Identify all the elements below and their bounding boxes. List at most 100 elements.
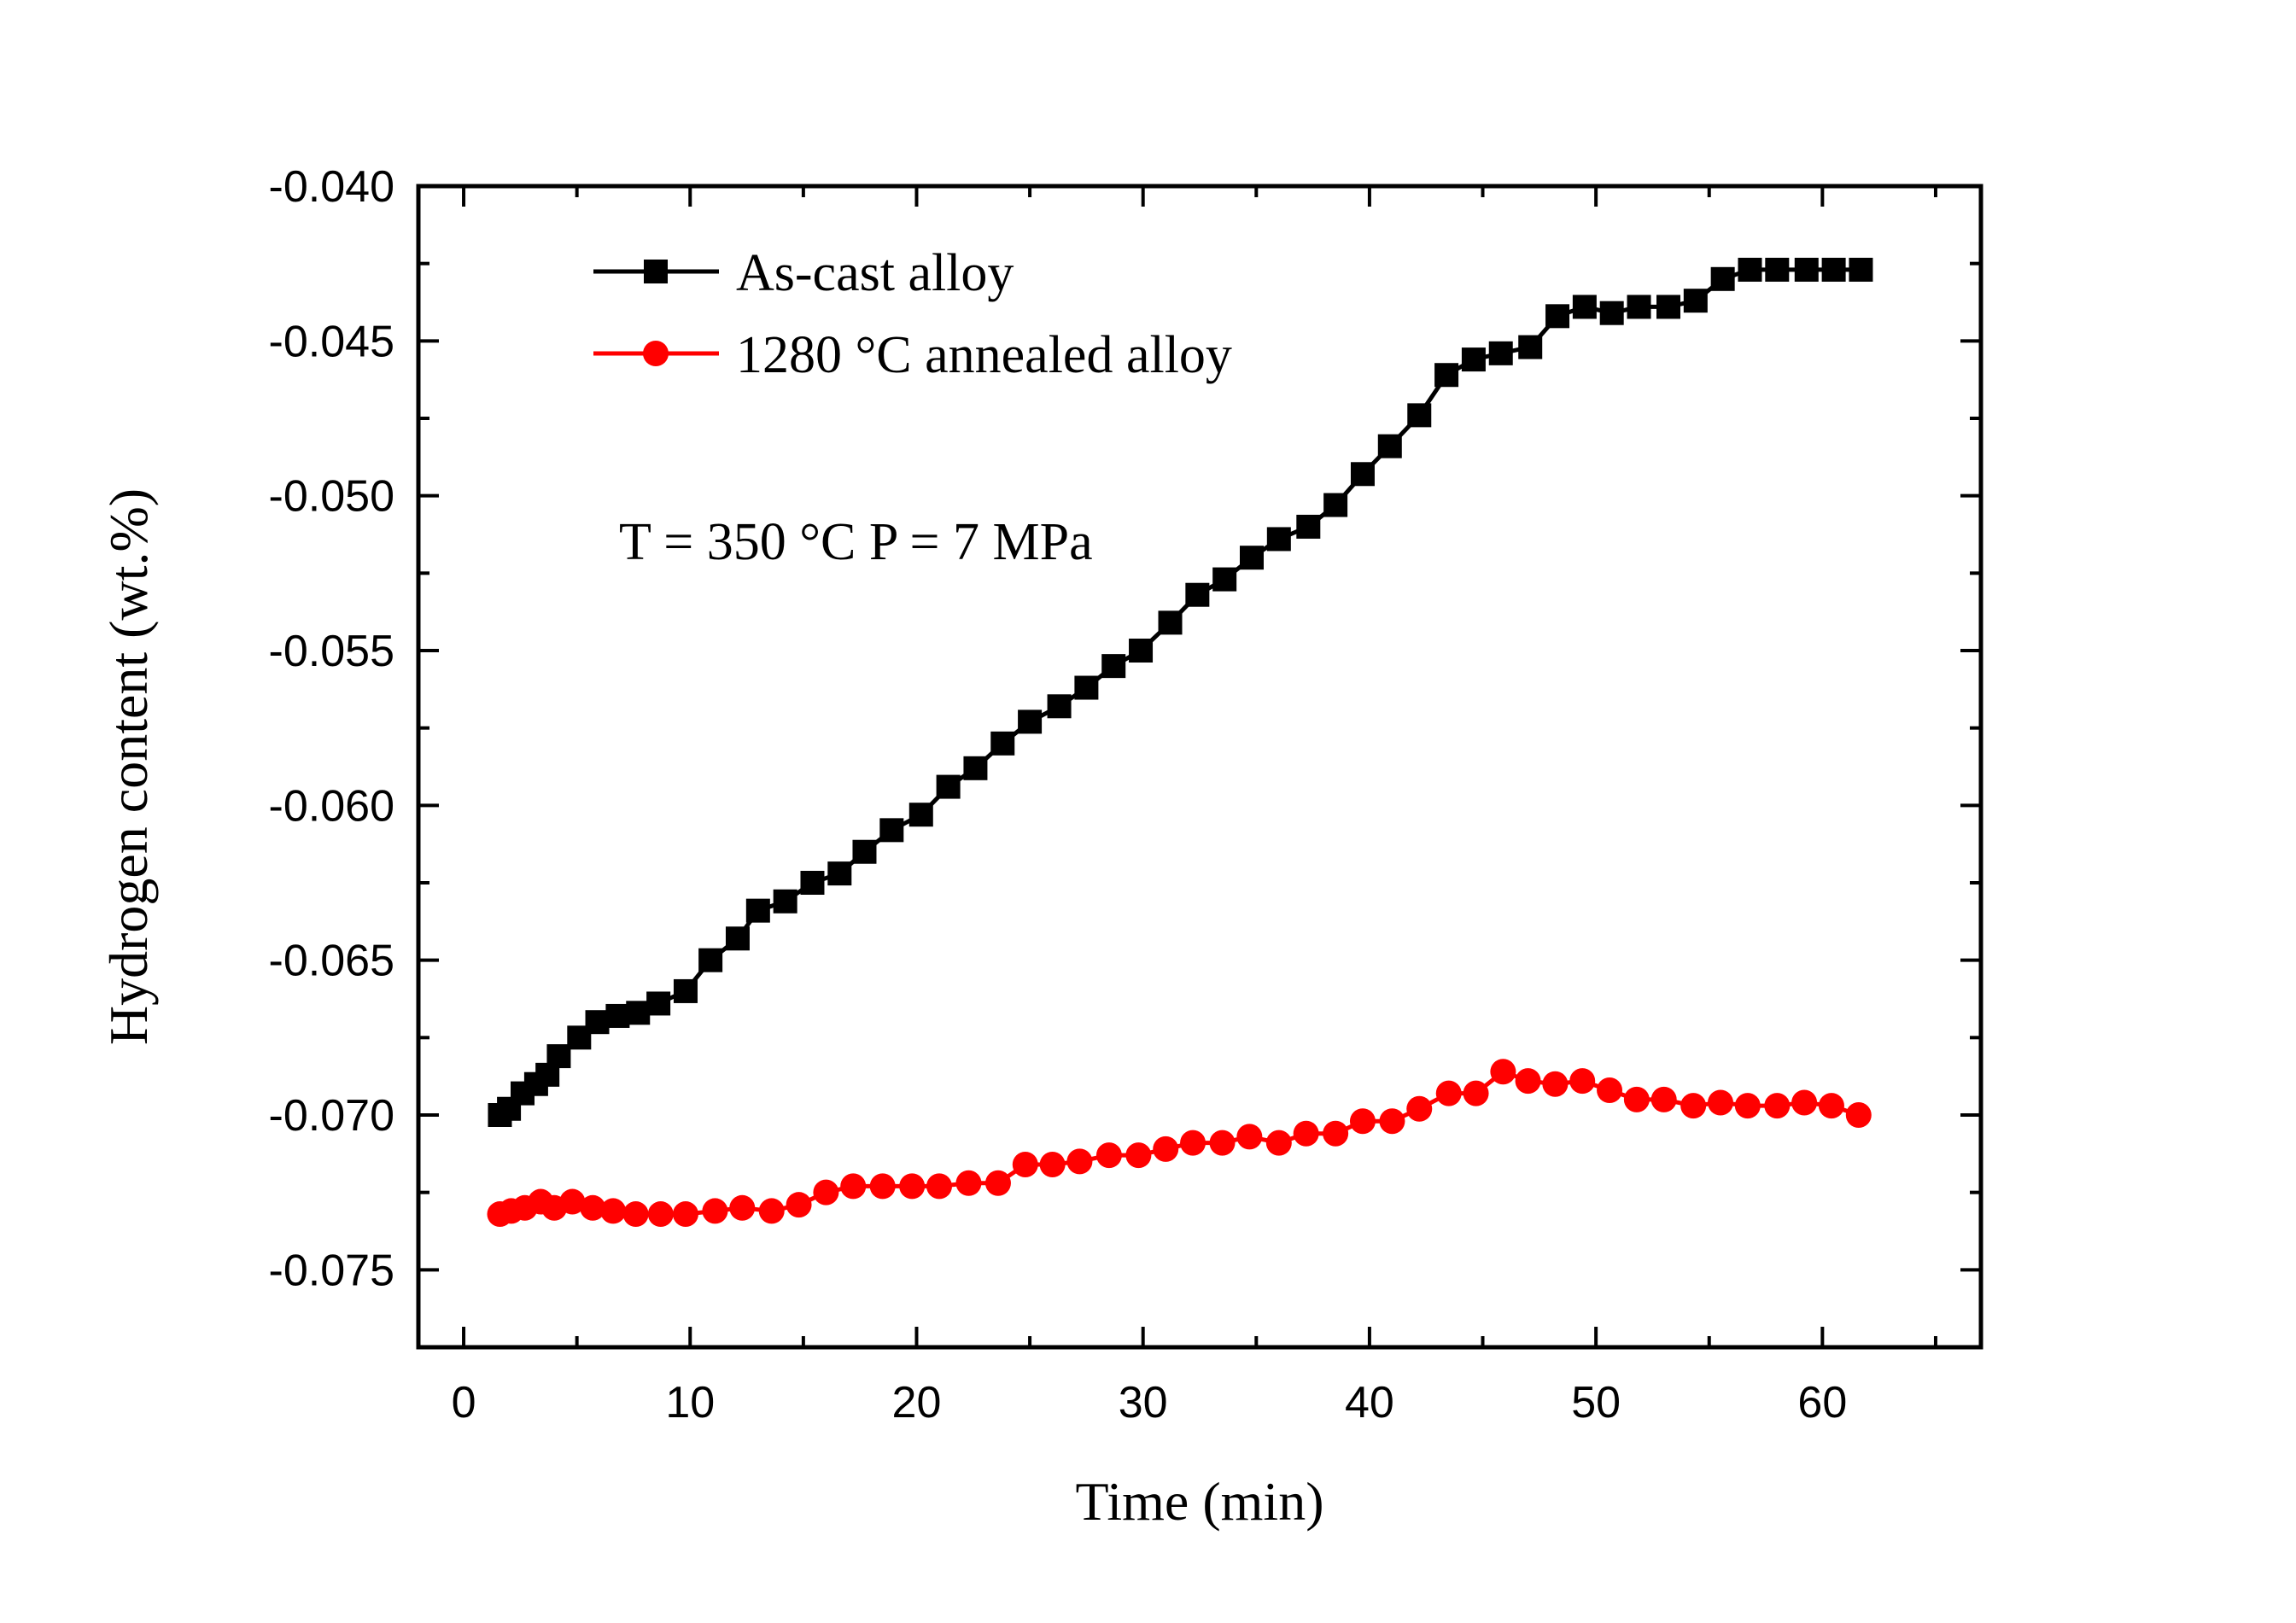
series-1 bbox=[487, 1059, 1872, 1228]
data-point bbox=[729, 1194, 756, 1221]
data-point bbox=[1435, 1080, 1462, 1106]
series-line bbox=[499, 267, 1861, 1118]
data-point bbox=[1845, 1102, 1872, 1128]
x-tick-label: 20 bbox=[892, 1378, 942, 1427]
data-point bbox=[546, 1044, 571, 1069]
x-tick-label: 40 bbox=[1345, 1378, 1394, 1427]
data-point bbox=[1515, 1068, 1541, 1095]
data-point bbox=[1293, 1120, 1319, 1147]
data-point bbox=[1349, 1108, 1376, 1135]
x-tick-label: 10 bbox=[665, 1378, 715, 1427]
data-point bbox=[1350, 462, 1375, 487]
data-point bbox=[745, 898, 770, 923]
data-point bbox=[600, 1198, 627, 1224]
data-point bbox=[1461, 347, 1486, 372]
data-point bbox=[990, 731, 1015, 756]
data-point bbox=[1680, 1093, 1707, 1119]
data-point bbox=[926, 1173, 952, 1200]
legend-label-annealed: 1280 °C annealed alloy bbox=[736, 326, 1232, 384]
x-tick-label: 50 bbox=[1571, 1378, 1621, 1427]
data-point bbox=[1569, 1068, 1596, 1095]
data-point bbox=[646, 991, 671, 1016]
data-point bbox=[899, 1173, 926, 1200]
data-point bbox=[1734, 1093, 1761, 1119]
data-point bbox=[840, 1173, 867, 1200]
data-point bbox=[725, 926, 750, 951]
data-point bbox=[758, 1198, 785, 1224]
data-point bbox=[908, 803, 933, 827]
data-point bbox=[773, 889, 797, 914]
data-point bbox=[1434, 363, 1459, 388]
data-point bbox=[1488, 341, 1513, 365]
data-point bbox=[1791, 1089, 1818, 1116]
data-point bbox=[1545, 304, 1570, 329]
data-point bbox=[673, 978, 698, 1003]
data-point bbox=[1012, 1152, 1038, 1178]
data-point bbox=[1738, 257, 1762, 282]
data-point bbox=[1180, 1130, 1206, 1156]
data-point bbox=[1153, 1136, 1179, 1162]
data-point bbox=[605, 1003, 630, 1028]
data-point bbox=[1129, 639, 1154, 663]
y-tick-label: -0.045 bbox=[269, 317, 394, 366]
data-point bbox=[1323, 493, 1348, 517]
data-point bbox=[1708, 1089, 1733, 1116]
data-point bbox=[702, 1198, 728, 1224]
data-point bbox=[1047, 694, 1072, 719]
plot-frame bbox=[416, 184, 1983, 1350]
y-tick-label: -0.070 bbox=[269, 1091, 394, 1141]
y-tick-label: -0.040 bbox=[269, 162, 394, 212]
data-point bbox=[1597, 1077, 1623, 1103]
data-point bbox=[1463, 1080, 1489, 1106]
data-point bbox=[1683, 289, 1708, 313]
data-point bbox=[559, 1188, 586, 1215]
data-point bbox=[1627, 295, 1651, 319]
data-point bbox=[672, 1201, 698, 1228]
legend-marker-circle bbox=[643, 341, 669, 366]
axes-layer: 0 10 20 30 40 50 60 -0.075 -0.070 -0.065 -0.060 -0.… bbox=[269, 162, 1983, 1427]
data-point bbox=[800, 871, 825, 895]
data-point bbox=[647, 1201, 674, 1228]
plot-layer bbox=[487, 257, 1873, 1228]
data-point bbox=[1490, 1059, 1516, 1085]
data-point bbox=[1240, 546, 1264, 570]
data-point bbox=[1266, 527, 1291, 552]
data-point bbox=[1185, 582, 1210, 607]
x-tick-label: 0 bbox=[452, 1378, 476, 1427]
data-point bbox=[1542, 1071, 1569, 1097]
data-point bbox=[698, 948, 723, 972]
legend-marker-square bbox=[644, 260, 668, 283]
x-tick-label: 30 bbox=[1119, 1378, 1168, 1427]
data-point bbox=[1125, 1142, 1152, 1169]
y-tick-label: -0.050 bbox=[269, 472, 394, 522]
data-point bbox=[827, 861, 852, 886]
data-point bbox=[1018, 709, 1043, 734]
data-point bbox=[984, 1170, 1011, 1196]
condition-annotation: T = 350 °C P = 7 MPa bbox=[619, 513, 1093, 571]
data-point bbox=[1794, 257, 1819, 282]
data-point bbox=[813, 1179, 839, 1206]
data-point bbox=[1764, 1093, 1791, 1119]
data-point bbox=[1101, 654, 1126, 679]
data-point bbox=[852, 839, 877, 864]
data-point bbox=[869, 1173, 896, 1200]
data-point bbox=[1518, 335, 1543, 359]
x-tick-label: 60 bbox=[1797, 1378, 1847, 1427]
data-point bbox=[879, 818, 904, 843]
series-0 bbox=[488, 257, 1873, 1127]
legend: As-cast alloy 1280 °C annealed alloy bbox=[593, 244, 1232, 384]
data-point bbox=[1818, 1093, 1844, 1119]
data-point bbox=[1379, 1108, 1405, 1135]
data-point bbox=[1095, 1142, 1122, 1169]
y-tick-label: -0.075 bbox=[269, 1246, 394, 1295]
data-point bbox=[1296, 514, 1321, 539]
data-point bbox=[1765, 257, 1790, 282]
data-point bbox=[1236, 1124, 1263, 1150]
data-point bbox=[1656, 295, 1680, 319]
data-point bbox=[1407, 403, 1432, 428]
data-point bbox=[1066, 1148, 1093, 1175]
data-point bbox=[786, 1192, 812, 1218]
data-point bbox=[1074, 675, 1099, 700]
data-point bbox=[963, 756, 988, 780]
